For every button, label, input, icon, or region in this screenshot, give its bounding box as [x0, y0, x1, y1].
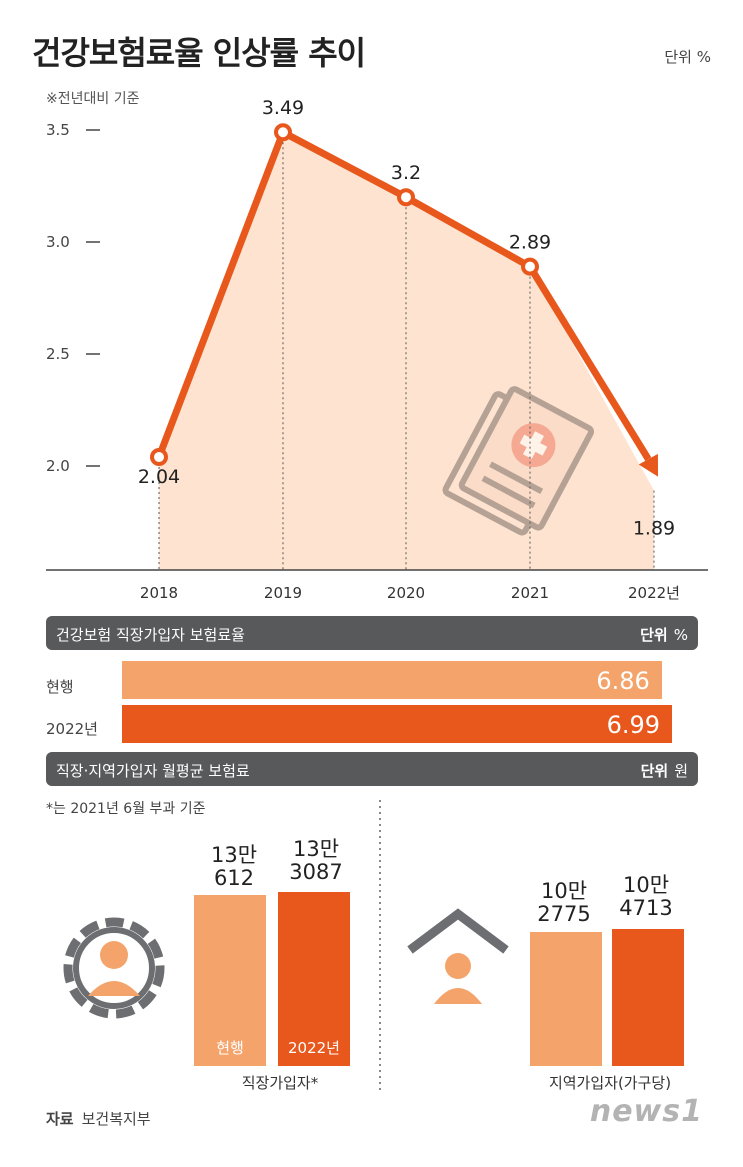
x-tick-label: 2022년 — [628, 584, 680, 602]
data-point — [150, 448, 168, 467]
vbar-value-label: 13만 612 — [210, 843, 258, 890]
series-line-last — [527, 264, 652, 461]
vbar-regional-current — [530, 931, 602, 1066]
section-title: 직장·지역가입자 월평균 보험료 — [56, 762, 250, 780]
hbar-value: 6.86 — [596, 667, 650, 695]
y-tick-label: 3.0 — [46, 233, 70, 251]
source: 자료 보건복지부 — [46, 1110, 151, 1128]
vbar-regional-2022 — [612, 929, 684, 1066]
series-arrowhead — [638, 453, 658, 477]
data-point — [274, 123, 292, 142]
news1-logo: news1 — [589, 1094, 703, 1129]
data-label: 2.89 — [509, 232, 551, 254]
vbar-value-label: 13만 3087 — [289, 837, 343, 884]
y-tick-label: 2.5 — [46, 345, 70, 363]
page-title: 건강보험료율 인상률 추이 — [32, 34, 366, 72]
gear-person-icon — [63, 917, 165, 1019]
x-tick-label: 2021 — [511, 584, 549, 602]
hbar-2022: 6.99 — [122, 705, 672, 743]
data-point — [521, 257, 539, 276]
footnote: *는 2021년 6월 부과 기준 — [46, 801, 206, 817]
hbar-current: 6.86 — [122, 661, 662, 699]
unit-label: 단위 % — [664, 48, 711, 66]
vbar-value-label: 10만 4713 — [619, 873, 673, 920]
document-medical-icon — [442, 386, 595, 536]
data-label: 3.49 — [262, 97, 304, 119]
section-unit: 단위 원 — [640, 762, 688, 780]
line-chart: 2.0 2.5 3.0 3.5 2.04 3.49 3.2 2.89 1.89 2018 2019 2… — [46, 97, 708, 602]
series-line — [155, 128, 532, 459]
y-tick-label: 3.5 — [46, 121, 70, 139]
data-point — [397, 188, 415, 207]
data-label: 1.89 — [633, 518, 675, 540]
x-tick-label: 2018 — [140, 584, 178, 602]
group-caption: 지역가입자(가구당) — [548, 1074, 672, 1092]
hbar-value: 6.99 — [606, 711, 660, 739]
group-caption: 직장가입자* — [241, 1074, 319, 1092]
hbar-label-2022: 2022년 — [46, 720, 98, 738]
house-person-icon — [407, 908, 509, 1004]
data-label: 3.2 — [391, 162, 421, 184]
hbar-label-current: 현행 — [46, 678, 74, 696]
basis-note: ※전년대비 기준 — [46, 91, 140, 107]
vbar-workplace-current: 현행 — [194, 895, 266, 1066]
x-tick-label: 2020 — [387, 584, 425, 602]
x-tick-label: 2019 — [264, 584, 302, 602]
data-label: 2.04 — [138, 466, 180, 488]
section-title: 건강보험 직장가입자 보험료율 — [56, 626, 245, 644]
section-unit: 단위% — [640, 626, 688, 644]
section-header-rate: 건강보험 직장가입자 보험료율 단위% — [46, 616, 698, 650]
section-header-premium: 직장·지역가입자 월평균 보험료 단위 원 — [46, 752, 698, 786]
y-tick-label: 2.0 — [46, 457, 70, 475]
vbar-value-label: 10만 2775 — [537, 879, 591, 926]
vbar-workplace-2022: 2022년 — [278, 892, 350, 1066]
